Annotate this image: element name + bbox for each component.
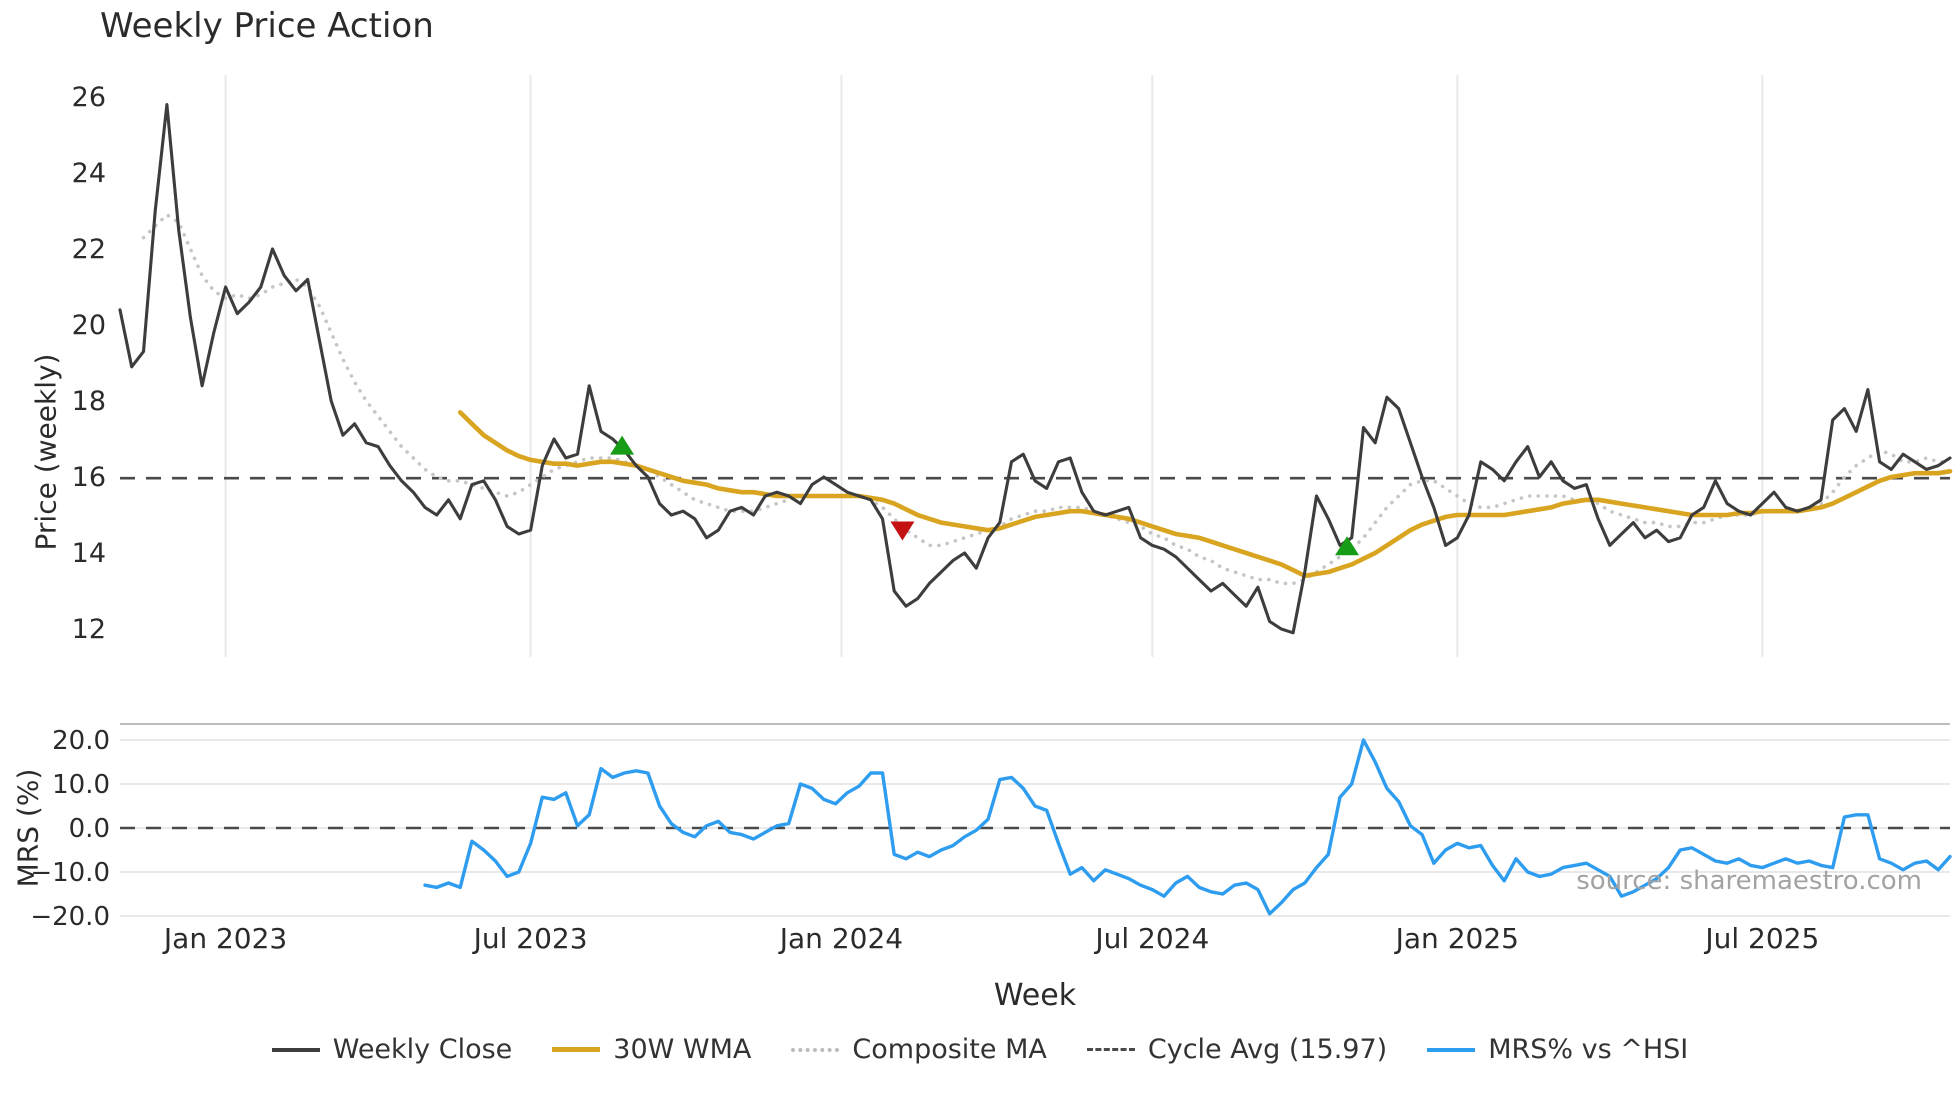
legend-item-composite-ma: Composite MA [791,1034,1047,1065]
cycle-avg-swatch [1086,1048,1135,1051]
x-tick-label: Jul 2023 [472,922,588,955]
weekly-close-line [118,103,1952,635]
price-y-tick-label: 12 [72,614,106,645]
price-y-tick-label: 22 [72,234,106,265]
sell-signal-marker [890,521,915,541]
mrs-y-tick-label: −20.0 [30,902,110,932]
x-tick-label: Jan 2023 [162,922,287,955]
buy-signal-marker [1335,536,1360,556]
legend-label-mrs: MRS% vs ^HSI [1488,1034,1689,1065]
price-y-tick-label: 16 [72,462,106,493]
wma-swatch [552,1047,601,1052]
x-tick-label: Jul 2025 [1703,922,1819,955]
legend-item-weekly-close: Weekly Close [271,1034,513,1065]
mrs-y-tick-label: 0.0 [69,814,110,844]
source-watermark: source: sharemaestro.com [1576,866,1922,896]
composite-ma-line [141,213,1952,586]
legend-item-30w-wma: 30W WMA [552,1034,751,1065]
price-axis-label: Price (weekly) [29,353,63,551]
x-tick-label: Jan 2024 [778,922,903,955]
wma-line [457,410,1953,579]
chart-title: Weekly Price Action [100,6,434,46]
mrs-y-tick-label: 20.0 [52,726,110,756]
weekly-close-swatch [271,1047,320,1052]
mrs-swatch [1427,1047,1476,1052]
legend-item-cycle-avg: Cycle Avg (15.97) [1086,1034,1388,1065]
x-tick-label: Jan 2025 [1394,922,1519,955]
mrs-y-tick-label: −10.0 [30,858,110,888]
legend-label-weekly-close: Weekly Close [332,1034,513,1065]
price-y-tick-label: 14 [72,538,106,569]
price-y-tick-label: 26 [72,82,106,113]
price-y-tick-label: 18 [72,386,106,417]
legend-label-cycle-avg: Cycle Avg (15.97) [1147,1034,1388,1065]
mrs-axis-label: MRS (%) [11,768,45,888]
legend-item-mrs: MRS% vs ^HSI [1427,1034,1688,1065]
legend-label-composite-ma: Composite MA [852,1034,1047,1065]
price-y-tick-label: 20 [72,310,106,341]
buy-signal-marker [610,435,635,455]
legend-label-30w-wma: 30W WMA [613,1034,752,1065]
x-tick-label: Jul 2024 [1093,922,1209,955]
price-y-tick-label: 24 [72,158,106,189]
legend: Weekly Close 30W WMA Composite MA Cycle … [0,1034,1960,1065]
week-axis-label: Week [993,978,1077,1013]
mrs-line [423,738,1952,916]
composite-ma-swatch [791,1047,840,1052]
mrs-y-tick-label: 10.0 [52,770,110,800]
